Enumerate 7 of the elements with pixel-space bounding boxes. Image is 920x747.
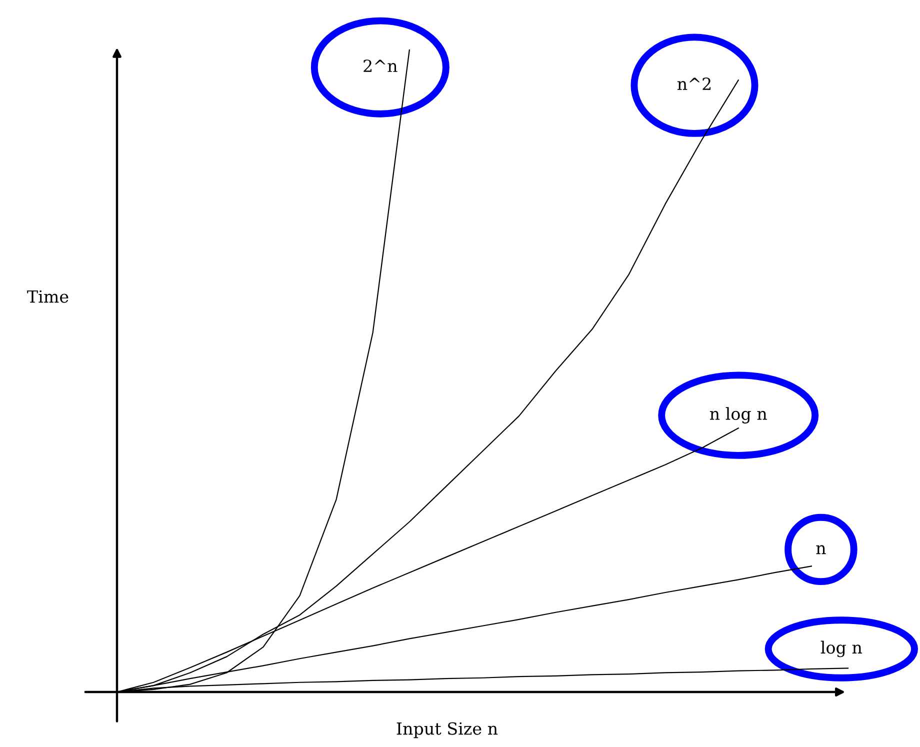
series-label: log n [820, 640, 862, 658]
x-axis-title: Input Size n [396, 722, 498, 738]
series-label: n [816, 545, 826, 554]
series-label: n log n [710, 407, 767, 424]
y-axis-title: Time [27, 290, 68, 303]
series-label: n^2 [677, 78, 711, 90]
series-label: 2^n [364, 60, 398, 72]
